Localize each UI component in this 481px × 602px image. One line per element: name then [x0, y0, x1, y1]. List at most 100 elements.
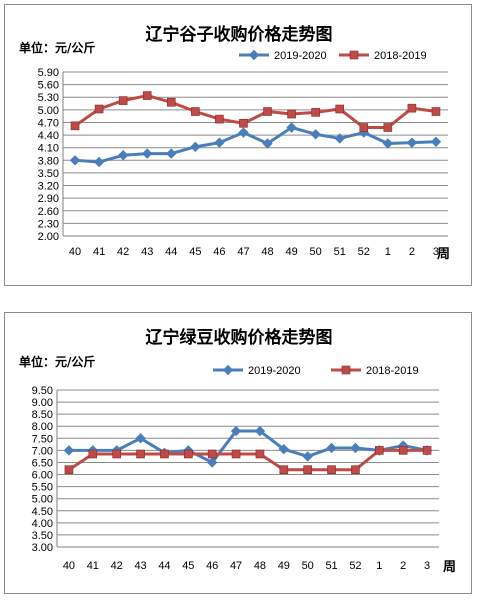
x-tick-labels: 40 41 42 43 44 45 46 47 48 49 50 51 52 1 2 3: [63, 560, 430, 572]
data-point: [93, 156, 105, 168]
data-point: [206, 457, 218, 468]
data-point: [63, 445, 75, 456]
y-tick-label: 5.00: [38, 105, 59, 117]
data-point: [407, 103, 417, 113]
mungbean-chart-svg: 辽宁绿豆收购价格走势图 单位：元/公斤 2019-2020 2018-2019 3…: [19, 327, 456, 575]
data-point: [254, 425, 266, 437]
y-tick-label: 6.50: [32, 457, 53, 469]
data-point: [406, 137, 418, 148]
data-point: [286, 122, 297, 133]
series-group: [63, 425, 433, 475]
x-tick-label: 49: [278, 560, 290, 572]
x-tick-label: 52: [349, 560, 361, 572]
x-tick-label: 40: [69, 246, 81, 258]
y-tick-label: 4.40: [38, 130, 59, 142]
data-point: [255, 449, 265, 459]
y-tick-label: 3.50: [32, 530, 53, 542]
data-point: [383, 123, 393, 132]
y-tick-label: 9.50: [32, 385, 53, 397]
data-point: [359, 123, 369, 132]
data-point: [191, 107, 200, 116]
y-tick-label: 7.00: [32, 445, 53, 457]
data-point: [142, 91, 152, 100]
y-tick-label: 4.00: [32, 518, 53, 530]
y-tick-label: 4.10: [38, 143, 59, 155]
x-tick-label: 51: [334, 246, 346, 258]
x-tick-label: 3: [433, 246, 439, 258]
data-point: [375, 446, 384, 455]
millet-chart-svg: 辽宁谷子收购价格走势图 单位：元/公斤 2019-2020 2018-2019 2…: [19, 24, 450, 262]
y-tick-labels: 3.003.504.004.505.005.506.006.507.007.50…: [32, 385, 53, 554]
legend-marker: [222, 364, 234, 376]
data-point: [382, 138, 394, 149]
y-tick-label: 2.30: [38, 218, 59, 230]
legend-marker: [248, 49, 260, 61]
legend-label: 2018-2019: [366, 365, 419, 377]
x-tick-label: 45: [189, 246, 201, 258]
data-point: [88, 449, 98, 459]
series-line: [68, 448, 428, 472]
data-point: [69, 155, 81, 166]
data-point: [70, 121, 80, 131]
x-tick-label: 50: [310, 246, 322, 258]
x-tick-label: 52: [358, 246, 370, 258]
y-tick-label: 5.50: [32, 482, 53, 494]
data-point: [326, 442, 337, 454]
y-tick-label: 3.50: [38, 168, 59, 180]
data-point: [166, 148, 177, 159]
series-line: [68, 429, 428, 464]
x-tick-label: 42: [117, 246, 129, 258]
data-point: [160, 449, 169, 459]
data-point: [431, 107, 441, 116]
chart-legend: 2019-2020 2018-2019: [239, 49, 427, 62]
x-tick-label: 44: [165, 246, 177, 258]
data-point: [166, 97, 176, 107]
x-tick-label: 41: [93, 246, 105, 258]
y-tick-label: 5.30: [38, 92, 59, 104]
series-group: [69, 91, 442, 168]
data-point: [334, 133, 345, 144]
data-point: [302, 451, 313, 462]
x-tick-label: 51: [325, 560, 337, 572]
data-point: [351, 465, 360, 475]
legend-marker: [349, 50, 359, 60]
data-point: [422, 446, 432, 455]
x-tick-label: 43: [141, 246, 153, 258]
x-tick-label: 46: [206, 560, 218, 572]
x-tick-label: 48: [261, 246, 273, 258]
data-point: [262, 138, 273, 149]
chart-title: 辽宁谷子收购价格走势图: [146, 24, 333, 45]
data-point: [311, 108, 320, 117]
data-point: [230, 425, 242, 437]
series-2019-2020: [69, 122, 442, 168]
y-tick-label: 5.90: [38, 67, 59, 79]
unit-label: 单位：元/公斤: [19, 354, 95, 369]
data-point: [398, 446, 408, 455]
chart-title: 辽宁绿豆收购价格走势图: [146, 327, 333, 348]
x-tick-label: 1: [376, 560, 382, 572]
data-point: [239, 119, 248, 128]
mungbean-price-chart: 辽宁绿豆收购价格走势图 单位：元/公斤 2019-2020 2018-2019 3…: [4, 312, 472, 594]
data-point: [136, 449, 145, 459]
data-point: [215, 114, 224, 124]
data-point: [430, 136, 442, 148]
data-point: [278, 443, 290, 455]
legend-label: 2019-2020: [274, 50, 327, 62]
axes: [56, 390, 439, 548]
legend-marker: [341, 365, 351, 375]
data-point: [327, 465, 336, 475]
x-tick-label: 46: [213, 246, 225, 258]
y-tick-label: 4.70: [38, 117, 59, 129]
y-tick-labels: 2.002.302.602.903.203.503.804.104.404.70…: [38, 67, 59, 243]
axes: [62, 72, 448, 237]
data-point: [350, 442, 361, 454]
x-tick-label: 40: [63, 560, 75, 572]
x-axis-label: 周: [437, 247, 450, 262]
legend-label: 2019-2020: [248, 365, 301, 377]
x-tick-label: 3: [424, 560, 430, 572]
x-tick-label: 1: [385, 246, 391, 258]
series-2018-2019: [70, 91, 441, 132]
data-point: [214, 137, 225, 148]
y-tick-label: 3.20: [38, 181, 59, 193]
y-tick-label: 9.00: [32, 397, 53, 409]
